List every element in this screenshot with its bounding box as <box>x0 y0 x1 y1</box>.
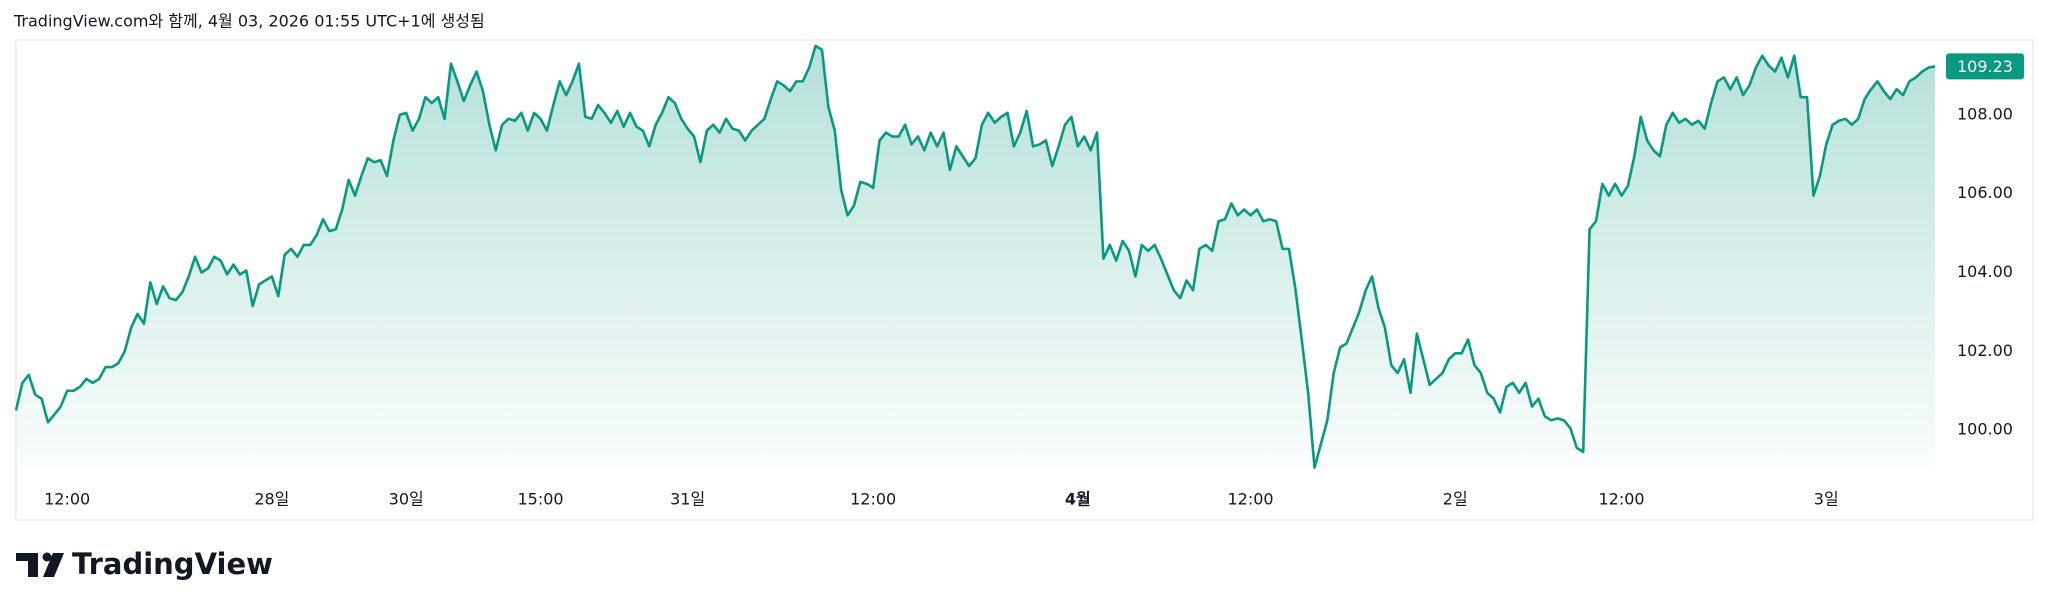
last-price-box <box>1946 53 2024 80</box>
y-tick-label: 104.00 <box>1957 262 2013 281</box>
x-tick-label: 2일 <box>1443 490 1468 509</box>
x-tick-label: 3일 <box>1814 490 1839 509</box>
logo-icon <box>42 552 52 562</box>
x-tick-label: 30일 <box>389 490 424 509</box>
y-tick-label: 106.00 <box>1957 183 2013 202</box>
x-tick-label: 12:00 <box>44 490 90 509</box>
x-tick-label: 12:00 <box>850 490 896 509</box>
x-tick-label: 12:00 <box>1599 490 1645 509</box>
x-tick-label: 12:00 <box>1228 490 1274 509</box>
x-tick-label: 15:00 <box>517 490 563 509</box>
plot: 100.00 102.00 104.00 106.00 108.00 12:00 28일 30… <box>14 44 2024 509</box>
y-tick-label: 108.00 <box>1957 104 2013 123</box>
brand: TradingView <box>72 547 273 581</box>
caption: TradingView.com와 함께, 4월 03, 2026 01:55 U… <box>13 12 485 31</box>
price-line <box>14 44 1936 469</box>
x-tick-label: 28일 <box>254 490 289 509</box>
y-tick-label: 102.00 <box>1957 341 2013 360</box>
logo-icon <box>28 553 38 577</box>
logo-icon <box>43 553 64 577</box>
x-tick-label: 4월 <box>1065 490 1091 509</box>
logo-icon <box>16 553 38 561</box>
y-tick-label: 100.00 <box>1957 420 2013 439</box>
chart-frame <box>15 39 2034 521</box>
logo: TradingView <box>16 547 273 581</box>
last-price-label: 109.23 <box>1957 57 2013 76</box>
x-tick-label: 31일 <box>670 490 705 509</box>
